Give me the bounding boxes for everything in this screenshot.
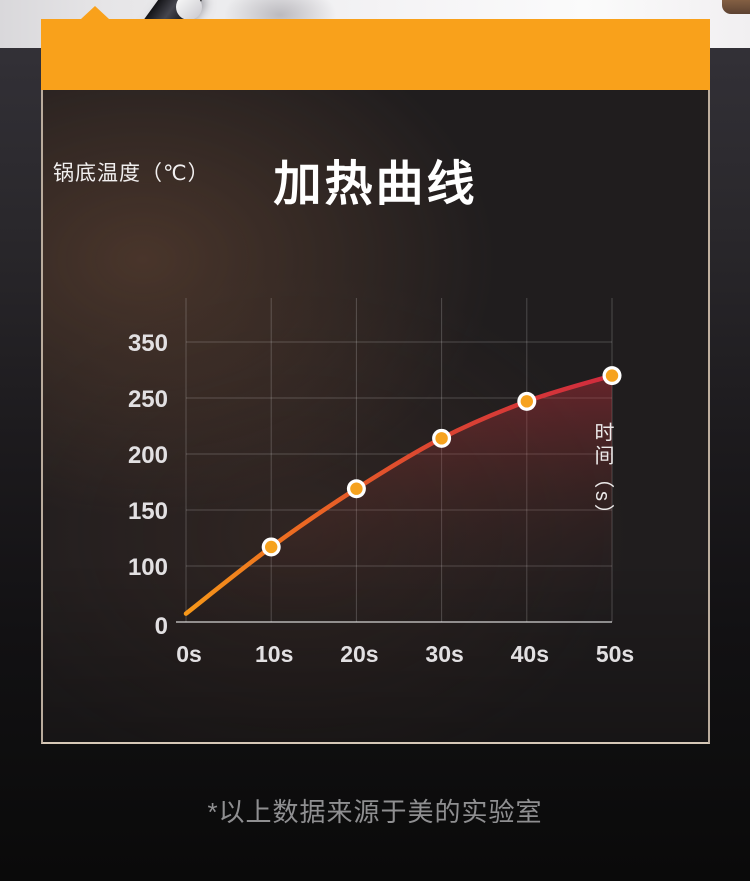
photo-corner-object — [722, 0, 750, 14]
chart-panel: 加热曲线 — [41, 90, 710, 744]
chart-title: 加热曲线 — [273, 158, 478, 211]
section-banner — [41, 6, 710, 90]
y-axis-label: 锅底温度（℃） — [53, 162, 210, 185]
kettle-part-photo-fragment — [176, 0, 202, 20]
data-source-caption: *以上数据来源于美的实验室 — [207, 797, 543, 827]
x-axis-label: 时间（s） — [591, 422, 613, 527]
banner-notch — [81, 6, 109, 19]
